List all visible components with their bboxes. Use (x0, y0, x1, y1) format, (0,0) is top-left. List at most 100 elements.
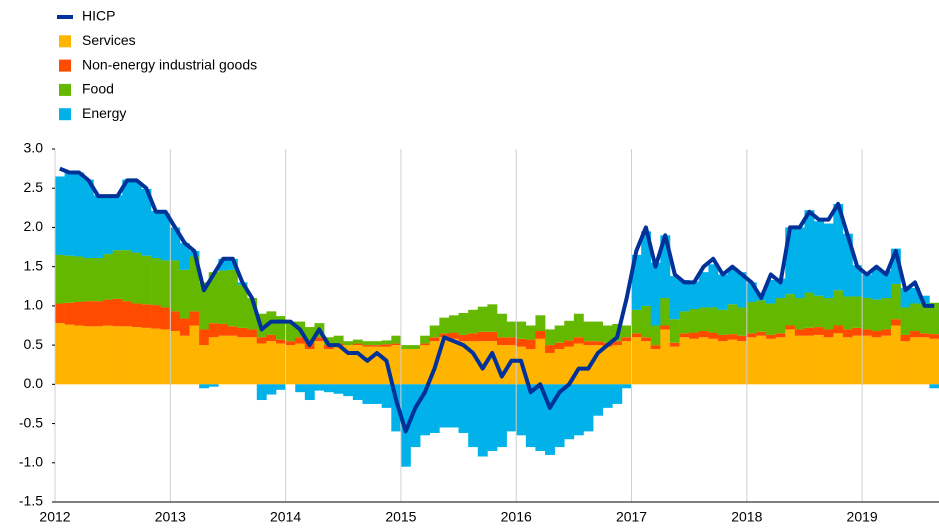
bar-segment (631, 309, 642, 334)
bar-segment (468, 384, 479, 448)
bar-segment (304, 384, 315, 401)
bar-segment (55, 254, 65, 304)
bar-segment (516, 384, 527, 436)
bar-segment (564, 384, 575, 440)
bar-segment (823, 298, 834, 330)
bar-segment (372, 345, 382, 347)
bar-segment (919, 295, 930, 304)
bar-segment (266, 341, 277, 385)
bar-segment (621, 384, 632, 389)
bar-segment (237, 327, 248, 338)
bar-segment (131, 252, 142, 304)
bar-segment (612, 345, 623, 385)
bar-segment (468, 341, 479, 385)
bar-segment (160, 260, 171, 308)
bar-segment (814, 334, 824, 385)
bar-segment (103, 299, 113, 326)
bar-segment (199, 345, 210, 385)
legend-label: HICP (82, 8, 115, 24)
bar-segment (227, 269, 238, 327)
bar-segment (93, 326, 104, 385)
bar-segment (429, 325, 440, 338)
bar-segment (842, 329, 853, 338)
bar-segment (756, 300, 767, 332)
bar-segment (852, 327, 863, 336)
x-tick-label: 2012 (39, 509, 70, 525)
bar-segment (814, 327, 824, 335)
bar-segment (237, 284, 248, 328)
bar-segment (141, 304, 152, 328)
bar-segment (170, 311, 181, 331)
bar-segment (689, 338, 700, 385)
bar-segment (852, 265, 863, 297)
bar-segment (650, 325, 661, 346)
bar-segment (910, 337, 921, 385)
bar-segment (64, 255, 75, 303)
bar-segment (554, 325, 565, 343)
bar-segment (131, 303, 142, 328)
bar-segment (199, 329, 210, 346)
bar-segment (545, 352, 555, 385)
bar-segment (650, 345, 661, 350)
bar-segment (631, 254, 642, 310)
line (59, 166, 935, 434)
bar-segment (804, 335, 815, 385)
legend-label: Non-energy industrial goods (82, 56, 257, 72)
bar-segment (919, 333, 930, 338)
bar-segment (679, 337, 690, 385)
bar-segment (602, 384, 613, 408)
legend-swatch (59, 59, 71, 72)
bar-segment (525, 325, 536, 340)
bar-segment (362, 341, 373, 346)
legend-label: Services (82, 32, 136, 48)
bar-segment (497, 345, 507, 385)
bar-segment (785, 294, 796, 326)
bar-segment (285, 345, 296, 385)
bar-segment (477, 384, 488, 457)
bar-segment (276, 384, 286, 390)
x-tick-label: 2015 (385, 509, 416, 525)
bar-segment (737, 335, 748, 342)
bar-segment (545, 384, 555, 455)
x-tick-label: 2017 (616, 509, 647, 525)
y-tick-label: 2.5 (24, 179, 44, 195)
bar-segment (833, 290, 844, 326)
bar-segment (900, 307, 911, 335)
bar-segment (122, 301, 133, 327)
bar-segment (641, 341, 652, 385)
bar-segment (669, 342, 680, 347)
bar-segment (766, 303, 776, 335)
bar-segment (93, 301, 104, 327)
bar-segment (525, 349, 536, 385)
bar-segment (602, 346, 613, 385)
bar-segment (708, 332, 719, 339)
bar-segment (833, 325, 844, 334)
bar-segment (151, 258, 161, 306)
bar-segment (660, 329, 671, 385)
bar-segment (112, 250, 123, 299)
bar-segment (698, 337, 709, 385)
bar-segment (842, 233, 853, 297)
bar-segment (160, 307, 171, 330)
bar-segment (862, 329, 873, 336)
bar-segment (641, 337, 652, 342)
bar-segment (247, 329, 258, 338)
bar-segment (218, 270, 229, 324)
bar-segment (900, 341, 911, 385)
bar-segment (775, 298, 786, 334)
bar-segment (564, 346, 575, 385)
bar-segment (506, 384, 517, 432)
bar-segment (631, 333, 642, 338)
bar-segment (208, 384, 219, 387)
bar-segment (410, 349, 421, 385)
bar-segment (285, 341, 296, 346)
bar-segment (718, 341, 728, 385)
bar-segment (83, 258, 94, 302)
bar-segment (487, 341, 498, 385)
bar-segment (871, 268, 882, 300)
bar-segment (247, 337, 258, 385)
bar-segment (871, 330, 882, 338)
bar-segment (573, 337, 584, 344)
bar-segment (506, 337, 517, 346)
bar-segment (890, 283, 901, 320)
